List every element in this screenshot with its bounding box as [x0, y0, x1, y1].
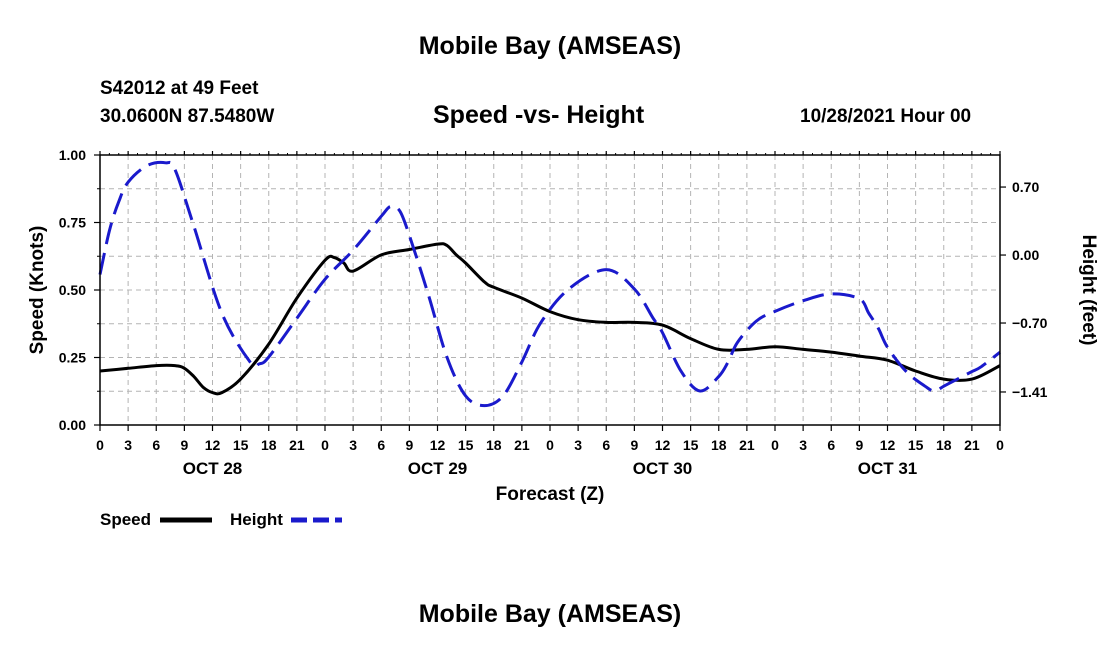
x-tick-label: 3 — [799, 437, 807, 453]
series-line-speed — [99, 242, 1001, 396]
x-tick-label: 15 — [683, 437, 699, 453]
x-tick-label: 21 — [739, 437, 755, 453]
x-tick-label: 6 — [377, 437, 385, 453]
x-tick-label: 15 — [908, 437, 924, 453]
y-tick-label: 0.25 — [59, 350, 86, 366]
y-tick-label: 1.00 — [59, 147, 86, 163]
x-tick-label: 3 — [574, 437, 582, 453]
chart-subtitle: Speed -vs- Height — [433, 101, 645, 129]
coordinates-label: 30.0600N 87.5480W — [100, 106, 275, 127]
x-tick-label: 0 — [996, 437, 1004, 453]
chart-title: Mobile Bay (AMSEAS) — [418, 32, 682, 60]
legend-speed-label: Speed — [100, 510, 151, 529]
x-tick-label: 6 — [827, 437, 835, 453]
x-tick-label: 18 — [486, 437, 502, 453]
date-label: OCT 31 — [858, 459, 918, 478]
legend: Speed Height — [100, 510, 342, 529]
x-tick-label: 9 — [855, 437, 863, 453]
y-tick-label: 0.75 — [59, 215, 86, 231]
station-label: S42012 at 49 Feet — [100, 78, 259, 99]
y-tick-label: 0.50 — [59, 282, 86, 298]
x-tick-label: 3 — [124, 437, 132, 453]
x-tick-label: 9 — [180, 437, 188, 453]
y2-tick-label: −0.70 — [1012, 315, 1048, 331]
x-tick-label: 12 — [655, 437, 671, 453]
x-tick-label: 15 — [458, 437, 474, 453]
y2-tick-label: −1.41 — [1012, 384, 1048, 400]
x-axis-title: Forecast (Z) — [496, 484, 605, 505]
x-tick-label: 3 — [349, 437, 357, 453]
x-tick-label: 9 — [405, 437, 413, 453]
second-chart-title: Mobile Bay (AMSEAS) — [418, 600, 682, 628]
legend-height-label: Height — [230, 510, 283, 529]
x-tick-label: 6 — [602, 437, 610, 453]
y2-tick-label: 0.70 — [1012, 179, 1039, 195]
x-tick-label: 6 — [152, 437, 160, 453]
date-label: OCT 30 — [633, 459, 693, 478]
x-tick-label: 0 — [321, 437, 329, 453]
x-tick-label: 15 — [233, 437, 249, 453]
x-tick-label: 12 — [430, 437, 446, 453]
axes: 0 3 6 9 12 15 18 21 0 3 6 9 12 15 18 21 0 3 6 9 12 15 18 21 0 3 6 9… — [59, 147, 1048, 478]
x-tick-label: 21 — [964, 437, 980, 453]
x-tick-label: 12 — [880, 437, 896, 453]
x-tick-label: 0 — [771, 437, 779, 453]
x-tick-label: 12 — [205, 437, 221, 453]
x-tick-label: 21 — [289, 437, 305, 453]
forecast-datetime: 10/28/2021 Hour 00 — [800, 106, 972, 127]
x-tick-label: 18 — [936, 437, 952, 453]
x-tick-label: 0 — [96, 437, 104, 453]
series-layer — [98, 160, 1001, 408]
x-tick-label: 21 — [514, 437, 530, 453]
y2-tick-label: 0.00 — [1012, 247, 1039, 263]
date-label: OCT 29 — [408, 459, 468, 478]
x-tick-label: 18 — [261, 437, 277, 453]
y2-axis-title: Height (feet) — [1078, 235, 1099, 346]
x-tick-label: 0 — [546, 437, 554, 453]
date-label: OCT 28 — [183, 459, 243, 478]
y-tick-label: 0.00 — [59, 417, 86, 433]
x-tick-label: 18 — [711, 437, 727, 453]
x-tick-label: 9 — [630, 437, 638, 453]
y-axis-title: Speed (Knots) — [27, 226, 48, 355]
